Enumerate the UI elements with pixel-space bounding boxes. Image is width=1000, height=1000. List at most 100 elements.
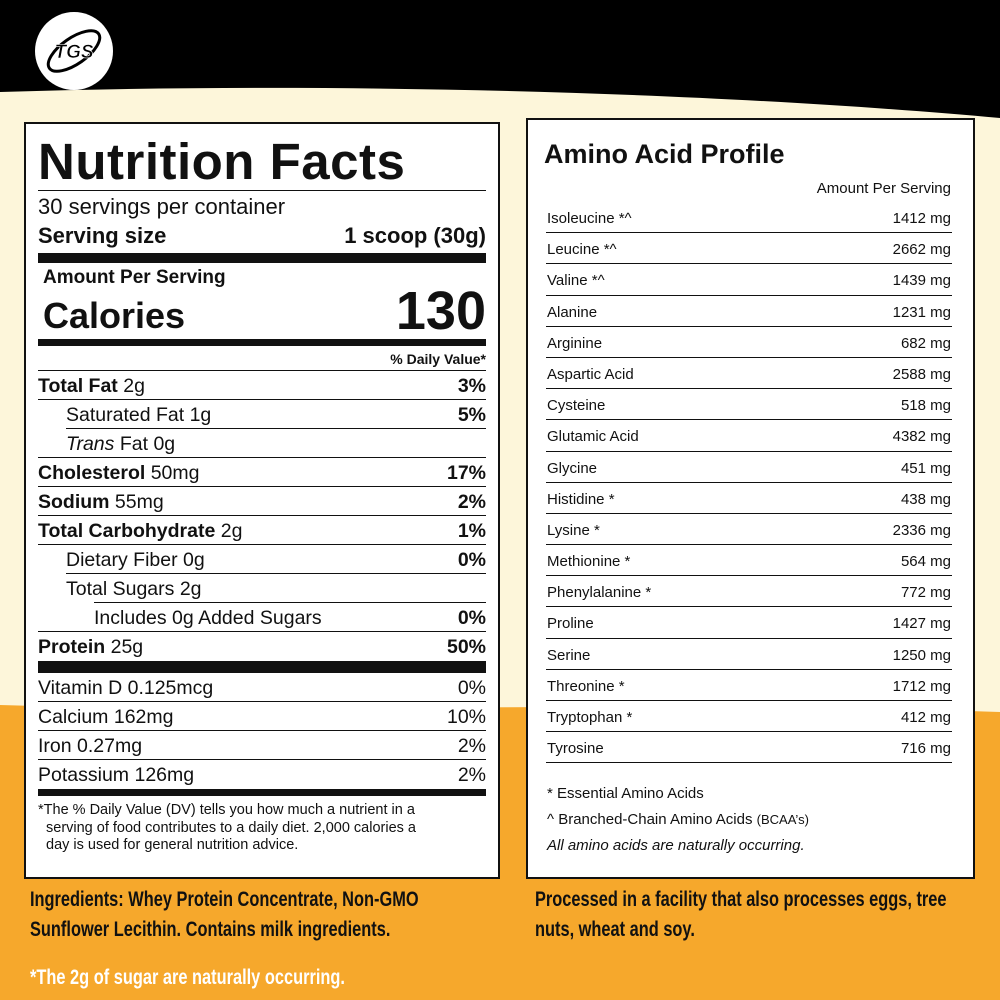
amino-rows: Isoleucine *^ 1412 mg Leucine *^ 2662 mg Val… xyxy=(546,202,952,764)
name-amount: Potassium 126mg xyxy=(38,760,194,789)
name: Fat xyxy=(119,433,149,455)
amount: 2g xyxy=(220,520,243,542)
vitamin-row: Vitamin D 0.125mcg 0% xyxy=(38,673,486,702)
footnote-line: serving of food contributes to a daily d… xyxy=(46,819,416,836)
name: Potassium xyxy=(38,764,130,786)
amino-row: Valine *^ 1439 mg xyxy=(546,264,952,296)
dv: 50% xyxy=(446,636,486,658)
name: Total Fat xyxy=(38,375,118,397)
nutrient-row: Includes 0g Added Sugars 0% xyxy=(38,603,486,631)
label: Serving size xyxy=(38,223,167,248)
dv: 10% xyxy=(446,706,486,728)
name: Histidine * xyxy=(547,490,615,508)
name: Proline xyxy=(547,615,594,633)
name: Aspartic Acid xyxy=(547,365,634,383)
servings: 30 servings per container xyxy=(38,194,286,219)
name: Phenylalanine * xyxy=(547,584,652,602)
name: Cholesterol xyxy=(38,462,146,484)
name: Vitamin D xyxy=(38,677,123,699)
logo-text: TGS xyxy=(54,42,93,63)
dv: 2% xyxy=(457,491,486,513)
nutrient-row: Total Carbohydrate 2g 1% xyxy=(38,516,486,545)
rule xyxy=(38,631,486,632)
dv: 1% xyxy=(457,520,486,542)
dv: 2% xyxy=(457,735,486,757)
vitamins: Vitamin D 0.125mcg 0% Calcium 162mg 10% Iron… xyxy=(38,673,486,789)
amount: 716 mg xyxy=(900,740,951,758)
footnote-line: *The % Daily Value (DV) tells you how mu… xyxy=(38,802,415,818)
logo: TGS xyxy=(35,12,113,90)
amount: 2588 mg xyxy=(892,365,951,383)
amino-row: Aspartic Acid 2588 mg xyxy=(546,358,952,390)
nutrient-row: Cholesterol 50mg 17% xyxy=(38,458,486,487)
amount: 564 mg xyxy=(900,553,951,571)
note-text: All amino acids are naturally occurring. xyxy=(547,837,805,855)
amount: 2g xyxy=(179,578,202,600)
label: Calories xyxy=(43,295,186,336)
amino-row: Tyrosine 716 mg xyxy=(546,732,952,764)
nutrient-row: Total Sugars 2g xyxy=(38,574,486,602)
name: Saturated Fat xyxy=(66,404,185,426)
amount: 1427 mg xyxy=(892,615,951,633)
name-amount: Vitamin D 0.125mcg xyxy=(38,673,213,701)
value: 1 scoop (30g) xyxy=(344,223,486,248)
black-band xyxy=(0,0,1000,118)
name: Lysine * xyxy=(547,521,600,539)
text-line: Sunflower Lecithin. Contains milk ingred… xyxy=(30,918,391,941)
dv: 0% xyxy=(457,607,486,629)
amount: 2662 mg xyxy=(892,241,951,259)
amino-row: Cysteine 518 mg xyxy=(546,389,952,421)
note-text: ^ Branched-Chain Amino Acids xyxy=(547,811,753,829)
nutrient-row: Sodium 55mg 2% xyxy=(38,487,486,516)
nutrient-row: Trans Fat 0g xyxy=(38,429,486,457)
footnote: *The % Daily Value (DV) tells you how mu… xyxy=(38,796,486,855)
amino-row: Tryptophan * 412 mg xyxy=(546,701,952,733)
rule xyxy=(38,789,486,796)
amount: 162mg xyxy=(113,706,174,728)
amount: 126mg xyxy=(134,764,195,786)
name: Threonine * xyxy=(547,677,625,695)
dv: 0% xyxy=(457,549,486,571)
dv: 17% xyxy=(446,462,486,484)
serving-size: Serving size 1 scoop (30g) xyxy=(38,221,486,253)
amino-row: Histidine * 438 mg xyxy=(546,483,952,514)
amount: 1250 mg xyxy=(892,646,951,664)
amount: 2336 mg xyxy=(892,521,951,539)
logo-orbit xyxy=(46,29,102,73)
name: Dietary Fiber xyxy=(66,549,178,571)
amount-per-serving: Amount Per Serving xyxy=(43,267,226,288)
note: All amino acids are naturally occurring. xyxy=(547,833,973,859)
amino-panel: Amino Acid Profile Amount Per Serving Is… xyxy=(526,118,975,879)
amount: 1g xyxy=(189,404,212,426)
name: Serine xyxy=(547,646,591,664)
text-line: nuts, wheat and soy. xyxy=(535,918,695,941)
name: Glycine xyxy=(547,459,598,477)
amount: 0.125mcg xyxy=(127,677,214,699)
amino-row: Threonine * 1712 mg xyxy=(546,670,952,701)
amount: 412 mg xyxy=(900,709,951,726)
allergens: Processed in a facility that also proces… xyxy=(535,885,947,945)
dv: 3% xyxy=(457,375,486,397)
name-amount: Calcium 162mg xyxy=(38,702,173,730)
amount: 518 mg xyxy=(900,397,951,415)
dv: 0% xyxy=(457,677,486,699)
nutrient-row: Dietary Fiber 0g 0% xyxy=(38,545,486,573)
rule xyxy=(66,428,486,429)
name: Arginine xyxy=(547,334,603,352)
amino-notes: * Essential Amino Acids ^ Branched-Chain… xyxy=(547,781,973,859)
amount: 772 mg xyxy=(900,584,951,602)
name: Cysteine xyxy=(547,397,606,415)
name-amount: Iron 0.27mg xyxy=(38,731,142,759)
amount: 25g xyxy=(110,636,144,658)
text-line: Ingredients: Whey Protein Concentrate, N… xyxy=(30,888,419,911)
name: Iron xyxy=(38,735,72,757)
amino-row: Methionine * 564 mg xyxy=(546,545,952,577)
nutrient-row: Saturated Fat 1g 5% xyxy=(38,400,486,428)
name: Leucine *^ xyxy=(547,241,617,259)
amount: 1712 mg xyxy=(892,677,951,695)
name: Calcium xyxy=(38,706,109,728)
nutrient-row: Total Fat 2g 3% xyxy=(38,371,486,400)
amount: 0.27mg xyxy=(77,735,143,757)
nutrient-row: Protein 25g 50% xyxy=(38,632,486,661)
